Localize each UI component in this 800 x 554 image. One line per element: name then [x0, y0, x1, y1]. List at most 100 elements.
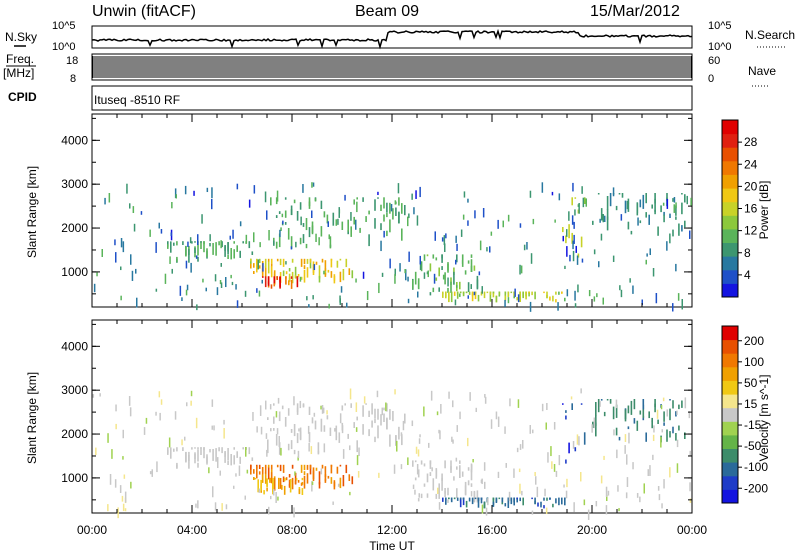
data-cell: [630, 400, 633, 415]
data-cell: [470, 265, 473, 272]
data-cell: [333, 274, 336, 284]
scatter-cell: [355, 402, 358, 413]
scatter-cell: [484, 396, 487, 404]
data-cell: [654, 193, 656, 204]
data-cell: [347, 433, 349, 439]
data-cell: [359, 227, 361, 233]
data-cell: [609, 193, 612, 207]
data-cell: [459, 471, 461, 478]
scatter-cell: [447, 277, 449, 287]
data-cell: [290, 205, 293, 216]
data-cell: [289, 479, 292, 483]
data-cell: [299, 427, 302, 439]
scatter-cell: [669, 467, 671, 478]
data-cell: [606, 399, 609, 401]
data-cell: [300, 258, 303, 267]
data-cell: [386, 230, 388, 237]
data-cell: [233, 447, 235, 450]
data-cell: [185, 246, 187, 257]
data-cell: [663, 214, 665, 223]
data-cell: [318, 471, 321, 485]
scatter-cell: [298, 428, 300, 432]
data-cell: [470, 254, 473, 258]
data-cell: [438, 487, 440, 499]
data-cell: [528, 291, 530, 294]
scatter-cell: [344, 194, 346, 201]
data-cell: [261, 268, 264, 277]
data-cell: [462, 497, 465, 500]
data-cell: [681, 202, 683, 215]
scatter-cell: [107, 504, 109, 512]
cpid-value: Ituseq -8510 RF: [94, 93, 180, 107]
time-tick-label: 12:00: [377, 523, 407, 537]
scatter-cell: [482, 208, 485, 218]
data-cell: [480, 497, 483, 500]
data-cell: [285, 271, 288, 275]
scatter-cell: [504, 426, 506, 434]
data-cell: [298, 488, 301, 495]
data-cell: [414, 271, 417, 285]
colorbar-tick-label: 15: [744, 397, 758, 411]
scatter-cell: [297, 450, 300, 458]
nave-tick-top: 60: [708, 55, 720, 67]
data-cell: [383, 197, 385, 209]
data-cell: [555, 291, 557, 295]
data-cell: [323, 211, 326, 218]
scatter-cell: [266, 449, 268, 457]
data-cell: [309, 258, 312, 263]
power-cbar-label: Power [dB]: [757, 181, 771, 240]
scatter-cell: [220, 282, 223, 289]
scatter-cell: [190, 262, 192, 273]
data-cell: [194, 247, 196, 253]
scatter-cell: [507, 297, 510, 304]
data-cell: [571, 403, 573, 410]
data-cell: [197, 449, 199, 462]
data-cell: [288, 280, 290, 286]
scatter-cell: [206, 187, 209, 193]
data-cell: [266, 487, 268, 492]
data-cell: [495, 497, 498, 503]
scatter-cell: [356, 201, 358, 213]
data-cell: [293, 449, 296, 455]
data-cell: [291, 271, 294, 284]
scatter-cell: [470, 284, 472, 289]
scatter-cell: [481, 504, 484, 514]
scatter-cell: [151, 469, 153, 477]
colorbar-swatch: [722, 380, 738, 395]
data-cell: [308, 432, 311, 443]
data-cell: [423, 463, 426, 467]
scatter-cell: [262, 263, 264, 272]
scatter-cell: [684, 397, 687, 409]
scatter-cell: [158, 222, 160, 229]
nsky-tick-top-right: 10^5: [708, 20, 732, 32]
data-cell: [476, 279, 479, 289]
scatter-cell: [423, 406, 425, 417]
scatter-cell: [666, 199, 669, 209]
colorbar-swatch: [722, 326, 738, 341]
data-cell: [296, 276, 299, 288]
scatter-cell: [225, 277, 227, 288]
scatter-cell: [385, 402, 387, 412]
data-cell: [483, 291, 486, 299]
data-cell: [267, 258, 270, 262]
data-cell: [441, 477, 443, 491]
data-cell: [495, 296, 498, 303]
scatter-cell: [478, 271, 481, 276]
scatter-cell: [434, 231, 436, 241]
data-cell: [448, 291, 450, 303]
velocity-panel-frame: [91, 319, 693, 514]
scatter-cell: [269, 404, 272, 410]
scatter-cell: [663, 479, 665, 489]
data-cell: [417, 469, 420, 478]
scatter-cell: [535, 476, 537, 485]
scatter-cell: [366, 291, 369, 301]
scatter-cell: [214, 502, 217, 511]
data-cell: [362, 405, 364, 417]
scatter-cell: [381, 407, 383, 416]
data-cell: [185, 452, 187, 463]
scatter-cell: [168, 437, 171, 448]
data-cell: [212, 243, 214, 255]
data-cell: [305, 218, 308, 231]
scatter-cell: [133, 223, 136, 232]
scatter-cell: [519, 444, 522, 450]
